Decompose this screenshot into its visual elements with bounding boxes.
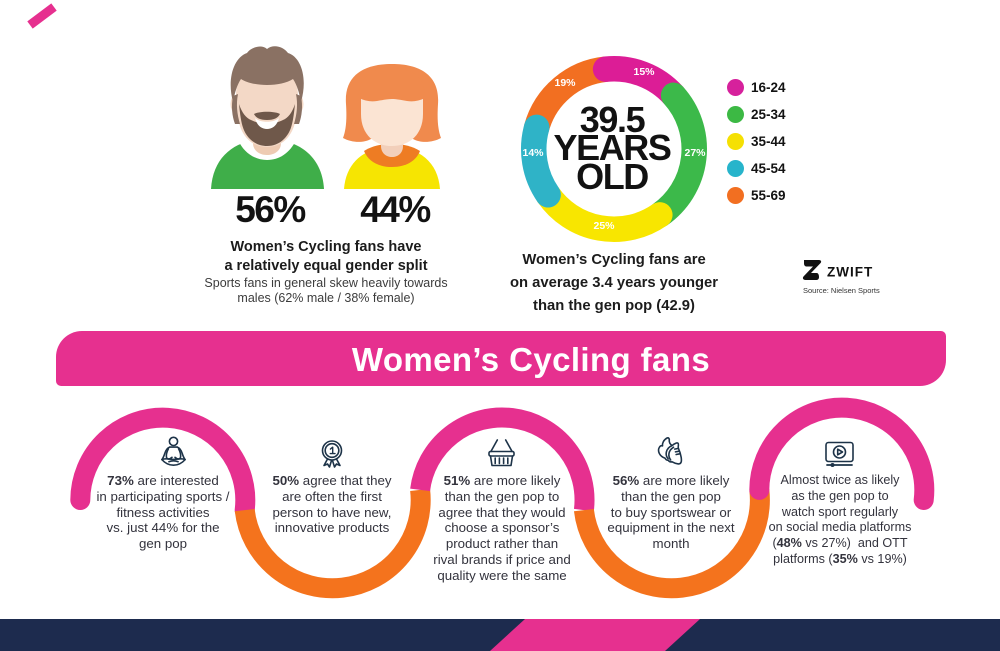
svg-text:ZWIFT: ZWIFT xyxy=(827,265,873,280)
